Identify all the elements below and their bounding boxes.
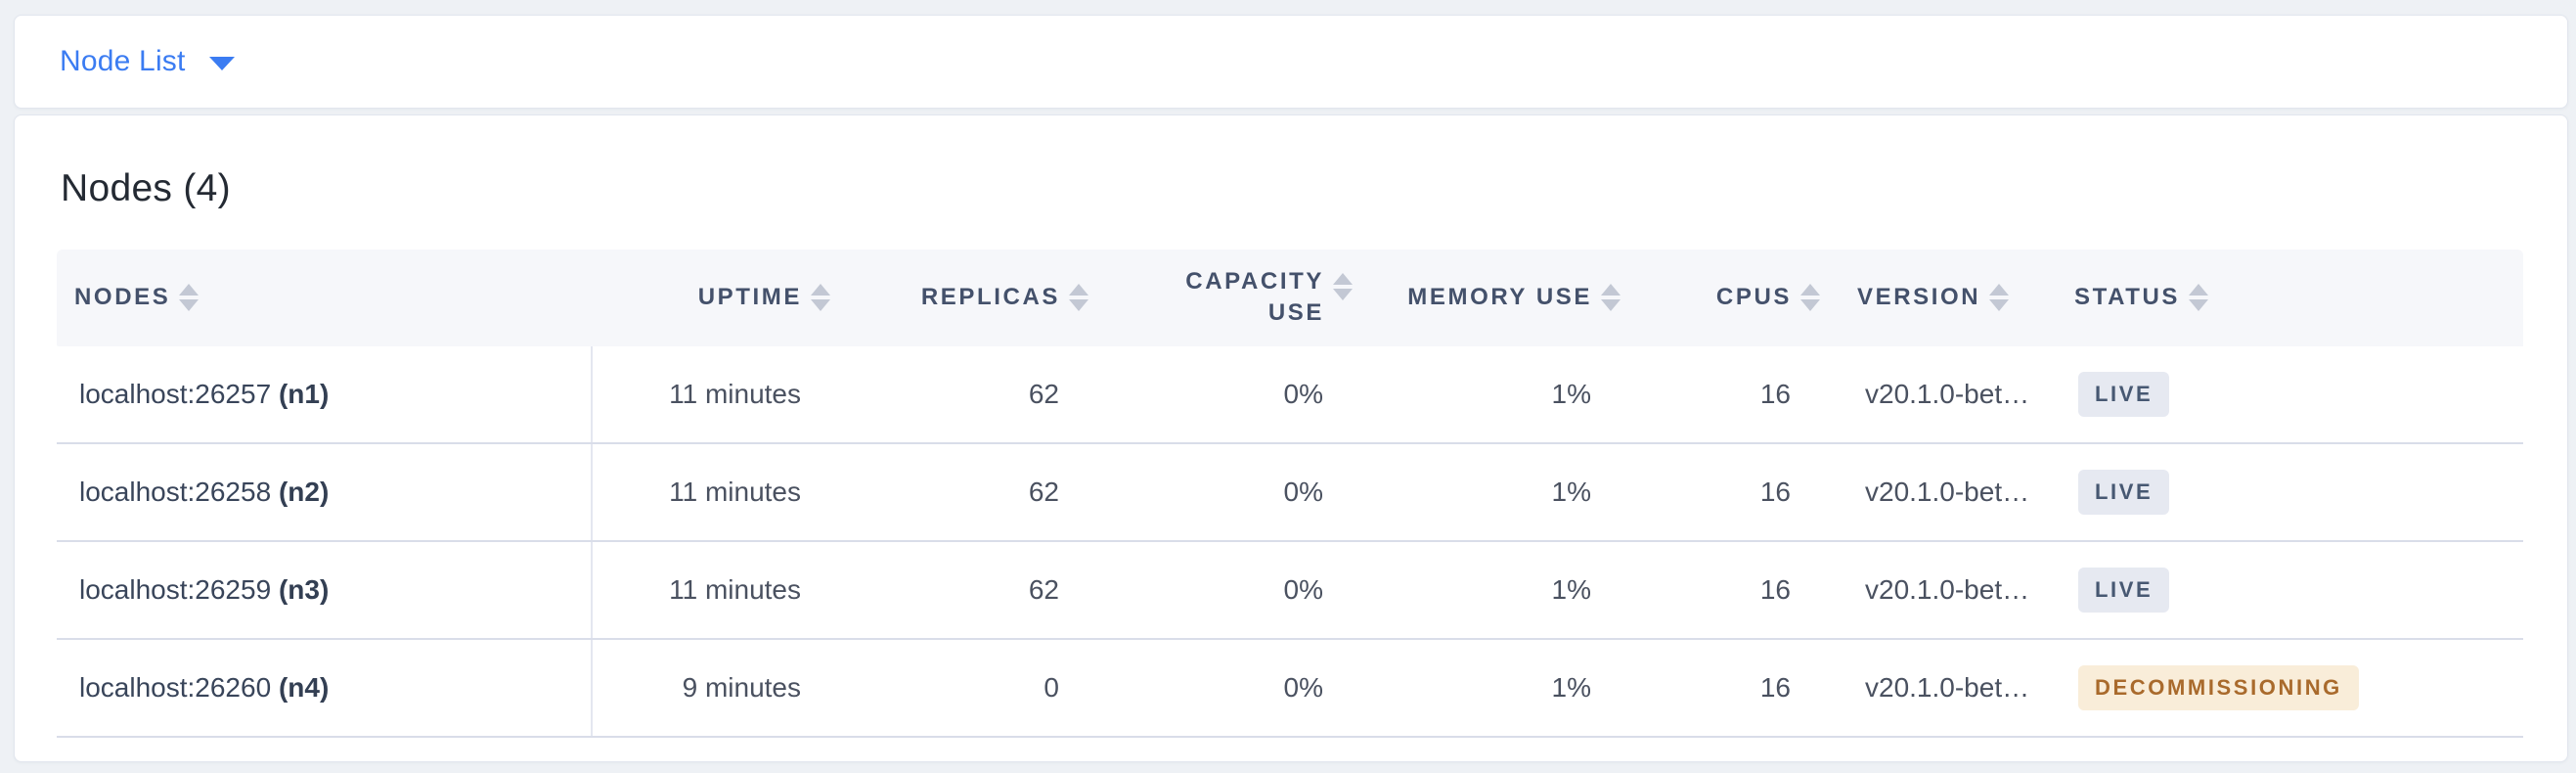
sort-arrows-icon[interactable] [179, 284, 200, 312]
node-row[interactable]: localhost:26260 (n4) 9 minutes 0 0% 1% 16 v20.… [57, 638, 2523, 738]
node-id: (n3) [278, 573, 330, 605]
sort-arrows-icon[interactable] [1601, 284, 1621, 312]
capacity-use-cell: 0% [1098, 442, 1362, 542]
column-label-memory_use: MEMORY USE [1407, 284, 1592, 311]
page-title: Nodes (4) [61, 167, 231, 209]
node-row[interactable]: localhost:26259 (n3) 11 minutes 62 0% 1% 16 v2… [57, 540, 2523, 640]
status-badge: LIVE [2078, 567, 2170, 613]
node-id: (n4) [278, 671, 330, 703]
replicas-cell: 0 [840, 638, 1098, 738]
nodes-table: NODES UPTIME REPLICAS CAPACITY USE MEMORY US… [57, 249, 2523, 738]
sort-arrows-icon[interactable] [811, 284, 830, 312]
replicas-cell: 62 [840, 540, 1098, 640]
status-cell: DECOMMISSIONING [2059, 638, 2523, 738]
view-selector-card: Node List [14, 15, 2568, 109]
column-label-uptime: UPTIME [697, 284, 802, 311]
version-cell: v20.1.0-bet… [1830, 345, 2059, 444]
memory-use-cell: 1% [1362, 442, 1630, 542]
column-label-cpus: CPUS [1715, 284, 1792, 311]
table-body: localhost:26257 (n1) 11 minutes 62 0% 1% 16 v2… [57, 345, 2523, 738]
node-address: localhost:26257 [79, 378, 272, 409]
replicas-cell: 62 [840, 345, 1098, 444]
status-badge: LIVE [2078, 371, 2170, 417]
caret-down-icon [208, 57, 235, 70]
column-label-capacity_use: CAPACITY USE [1185, 267, 1324, 327]
uptime-cell: 11 minutes [592, 442, 840, 542]
node-id: (n2) [278, 476, 330, 507]
column-header-cpus[interactable]: CPUS [1630, 249, 1830, 346]
column-header-status[interactable]: STATUS [2059, 249, 2523, 346]
column-header-replicas[interactable]: REPLICAS [840, 249, 1098, 346]
column-header-capacity_use[interactable]: CAPACITY USE [1098, 249, 1362, 346]
memory-use-cell: 1% [1362, 638, 1630, 738]
node-row[interactable]: localhost:26258 (n2) 11 minutes 62 0% 1% 16 v2… [57, 442, 2523, 542]
status-cell: LIVE [2059, 345, 2523, 444]
sort-arrows-icon[interactable] [2189, 284, 2209, 312]
column-label-nodes: NODES [74, 284, 171, 311]
column-label-replicas: REPLICAS [920, 284, 1060, 311]
capacity-use-cell: 0% [1098, 345, 1362, 444]
node-address-cell: localhost:26259 (n3) [57, 540, 593, 640]
sort-arrows-icon[interactable] [1069, 284, 1088, 312]
node-address: localhost:26258 [79, 476, 272, 507]
sort-arrows-icon[interactable] [1989, 284, 2010, 312]
cpus-cell: 16 [1630, 442, 1830, 542]
node-id: (n1) [278, 378, 330, 409]
column-label-version: VERSION [1857, 284, 1981, 311]
sort-arrows-icon[interactable] [1800, 284, 1820, 312]
status-badge: DECOMMISSIONING [2078, 664, 2359, 710]
replicas-cell: 62 [840, 442, 1098, 542]
memory-use-cell: 1% [1362, 540, 1630, 640]
cpus-cell: 16 [1630, 345, 1830, 444]
capacity-use-cell: 0% [1098, 638, 1362, 738]
sort-arrows-icon[interactable] [1333, 272, 1353, 300]
uptime-cell: 11 minutes [592, 540, 840, 640]
cpus-cell: 16 [1630, 638, 1830, 738]
node-row[interactable]: localhost:26257 (n1) 11 minutes 62 0% 1% 16 v2… [57, 345, 2523, 444]
uptime-cell: 11 minutes [592, 345, 840, 444]
table-header: NODES UPTIME REPLICAS CAPACITY USE MEMORY US… [57, 249, 2523, 346]
node-address-cell: localhost:26258 (n2) [57, 442, 593, 542]
version-cell: v20.1.0-bet… [1830, 638, 2059, 738]
capacity-use-cell: 0% [1098, 540, 1362, 640]
column-header-nodes[interactable]: NODES [57, 249, 592, 346]
node-address: localhost:26259 [79, 573, 272, 605]
column-label-status: STATUS [2074, 284, 2181, 311]
column-header-version[interactable]: VERSION [1830, 249, 2059, 346]
status-cell: LIVE [2059, 442, 2523, 542]
status-cell: LIVE [2059, 540, 2523, 640]
version-cell: v20.1.0-bet… [1830, 540, 2059, 640]
column-header-uptime[interactable]: UPTIME [592, 249, 840, 346]
cpus-cell: 16 [1630, 540, 1830, 640]
node-address-cell: localhost:26257 (n1) [57, 345, 593, 444]
node-list-dropdown-label: Node List [60, 45, 186, 77]
memory-use-cell: 1% [1362, 345, 1630, 444]
node-address-cell: localhost:26260 (n4) [57, 638, 593, 738]
version-cell: v20.1.0-bet… [1830, 442, 2059, 542]
node-list-dropdown[interactable]: Node List [60, 45, 235, 78]
nodes-card: Nodes (4) NODES UPTIME REPLICAS CAPACITY US… [14, 114, 2568, 762]
status-badge: LIVE [2078, 469, 2170, 515]
table-header-row: NODES UPTIME REPLICAS CAPACITY USE MEMORY US… [57, 249, 2523, 346]
uptime-cell: 9 minutes [592, 638, 840, 738]
column-header-memory_use[interactable]: MEMORY USE [1362, 249, 1630, 346]
node-address: localhost:26260 [79, 671, 272, 703]
